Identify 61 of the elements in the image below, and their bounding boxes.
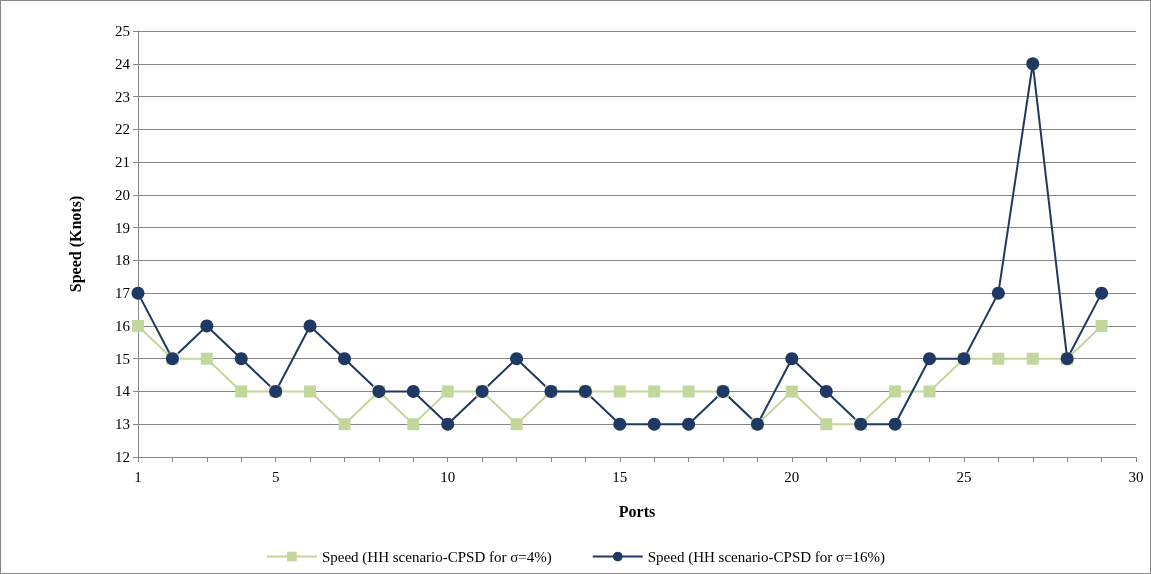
point [235, 385, 248, 398]
point [682, 385, 695, 398]
y-tick-label: 14 [115, 383, 131, 400]
x-tick-label: 1 [134, 468, 142, 485]
legend-label: Speed (HH scenario-CPSD for σ=4%) [321, 548, 552, 566]
y-tick-label: 16 [115, 317, 131, 334]
y-tick-label: 20 [115, 186, 130, 203]
point [613, 385, 626, 398]
x-tick-label: 10 [440, 468, 456, 485]
point [992, 352, 1005, 365]
legend-label: Speed (HH scenario-CPSD for σ=16%) [647, 548, 886, 566]
point [132, 319, 144, 332]
point [338, 352, 351, 366]
point [303, 319, 317, 333]
point [923, 385, 936, 398]
point [819, 384, 833, 398]
point [820, 418, 833, 431]
y-tick-label: 12 [115, 449, 130, 465]
x-tick-label: 15 [612, 468, 628, 485]
x-tick-label: 25 [956, 468, 972, 485]
point [785, 352, 799, 366]
point [888, 417, 902, 431]
point [441, 385, 454, 398]
y-axis-title: Speed (Knots) [66, 195, 85, 293]
y-tick-label: 25 [115, 23, 130, 39]
point [1026, 352, 1039, 365]
point [510, 352, 524, 366]
y-tick-label: 17 [115, 285, 131, 302]
point [613, 417, 627, 431]
point [441, 417, 455, 431]
y-tick-label: 19 [115, 219, 130, 236]
point [923, 352, 937, 366]
x-tick-label: 20 [784, 468, 800, 485]
point [889, 385, 902, 398]
point [991, 286, 1005, 300]
x-tick-label: 30 [1128, 468, 1144, 485]
y-tick-label: 23 [115, 88, 130, 105]
point [785, 385, 798, 398]
point [1095, 286, 1109, 300]
point [338, 418, 351, 431]
y-tick-label: 15 [115, 350, 130, 367]
point [682, 417, 696, 431]
point [200, 319, 214, 333]
point [648, 385, 661, 398]
x-tick-label: 5 [271, 468, 280, 485]
point [510, 418, 523, 431]
point [200, 352, 213, 365]
point [131, 286, 145, 300]
point [647, 417, 661, 431]
point [406, 384, 420, 398]
y-tick-label: 18 [115, 252, 130, 269]
y-tick-label: 21 [115, 154, 130, 171]
y-tick-label: 24 [115, 55, 131, 72]
y-tick-label: 22 [115, 121, 130, 138]
x-axis-title: Ports [618, 502, 656, 520]
point [1026, 57, 1040, 71]
point [304, 385, 317, 398]
y-tick-label: 13 [115, 416, 130, 433]
point [407, 418, 420, 431]
point [234, 352, 248, 366]
point [1095, 319, 1108, 332]
